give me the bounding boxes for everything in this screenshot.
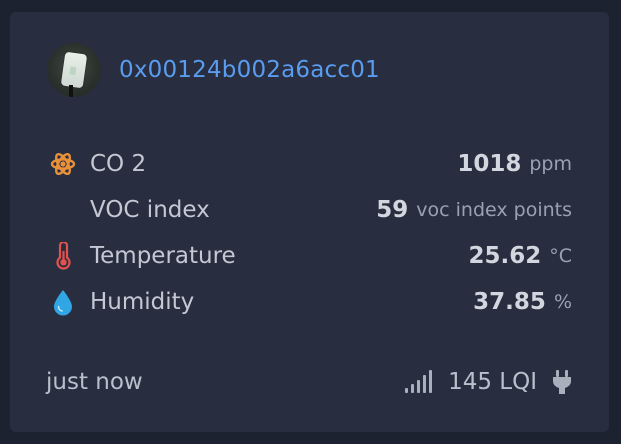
reading-label: Humidity <box>90 289 195 315</box>
reading-temperature: Temperature 25.62 °C <box>50 233 572 279</box>
sensor-device-photo <box>60 51 88 89</box>
device-avatar[interactable] <box>47 43 101 97</box>
device-footer: just now 145 LQI <box>46 364 573 400</box>
reading-number: 59 <box>376 197 409 223</box>
thermometer-icon <box>50 242 80 270</box>
device-header: 0x00124b002a6acc01 <box>47 43 380 97</box>
reading-unit: °C <box>549 245 572 267</box>
reading-voc: VOC index 59 voc index points <box>50 187 572 233</box>
reading-value: 37.85 % <box>473 279 572 325</box>
reading-label: Temperature <box>90 243 236 269</box>
device-card: 0x00124b002a6acc01 CO 2 1018 ppm <box>10 12 609 432</box>
reading-label: CO 2 <box>90 151 147 177</box>
reading-co2: CO 2 1018 ppm <box>50 141 572 187</box>
atom-icon <box>50 150 80 178</box>
reading-label: VOC index <box>90 197 210 223</box>
reading-unit: % <box>553 291 572 313</box>
plug-icon <box>551 368 573 396</box>
reading-value: 25.62 °C <box>468 233 572 279</box>
reading-unit: voc index points <box>416 199 572 221</box>
water-drop-icon <box>50 288 80 316</box>
last-seen-text: just now <box>46 369 143 395</box>
reading-humidity: Humidity 37.85 % <box>50 279 572 325</box>
reading-value: 1018 ppm <box>457 141 572 187</box>
readings-list: CO 2 1018 ppm VOC index 59 voc index poi… <box>50 141 572 325</box>
lqi-value: 145 LQI <box>448 369 537 395</box>
reading-number: 37.85 <box>473 289 546 315</box>
reading-number: 1018 <box>457 151 522 177</box>
signal-bars-icon <box>404 366 438 398</box>
reading-unit: ppm <box>529 153 572 175</box>
reading-value: 59 voc index points <box>376 187 572 233</box>
device-id-link[interactable]: 0x00124b002a6acc01 <box>119 57 380 83</box>
reading-number: 25.62 <box>468 243 542 269</box>
